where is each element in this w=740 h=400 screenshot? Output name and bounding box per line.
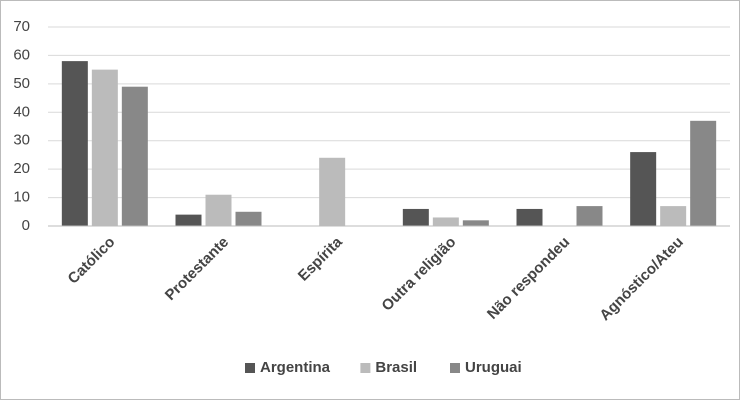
- bar: [516, 208, 543, 226]
- y-tick-label: 30: [13, 132, 30, 149]
- bar: [91, 69, 118, 227]
- legend-label: Uruguai: [465, 359, 522, 376]
- y-tick-label: 40: [13, 103, 30, 120]
- bar: [121, 86, 148, 226]
- y-tick-label: 70: [13, 18, 30, 35]
- y-tick-label: 50: [13, 75, 30, 92]
- y-tick-label: 20: [13, 160, 30, 177]
- bar: [660, 206, 687, 226]
- bar: [462, 220, 489, 226]
- bar: [175, 214, 202, 226]
- y-tick-label: 0: [22, 217, 30, 234]
- bar: [402, 208, 429, 226]
- bar: [205, 194, 232, 226]
- bar: [432, 217, 459, 226]
- y-tick-label: 10: [13, 189, 30, 206]
- y-tick-label: 60: [13, 46, 30, 63]
- legend-label: Argentina: [260, 359, 331, 376]
- bar: [61, 61, 88, 226]
- legend-swatch: [245, 363, 255, 373]
- bar: [690, 120, 717, 226]
- legend-swatch: [450, 363, 460, 373]
- legend-label: Brasil: [375, 359, 417, 376]
- bar: [319, 157, 346, 226]
- bar: [576, 206, 603, 226]
- bar: [630, 152, 657, 226]
- legend-swatch: [360, 363, 371, 373]
- bar: [235, 211, 262, 226]
